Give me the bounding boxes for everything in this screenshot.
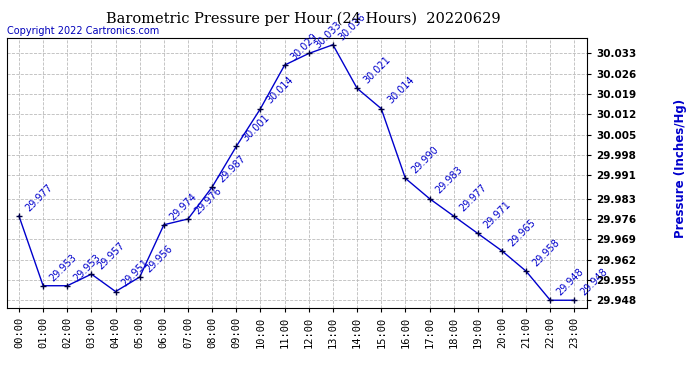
Text: 29.977: 29.977	[23, 182, 55, 213]
Text: 29.948: 29.948	[555, 267, 585, 297]
Text: 30.029: 30.029	[289, 32, 319, 62]
Text: 29.990: 29.990	[410, 145, 440, 176]
Text: Pressure (Inches/Hg): Pressure (Inches/Hg)	[673, 99, 687, 238]
Text: Barometric Pressure per Hour (24 Hours)  20220629: Barometric Pressure per Hour (24 Hours) …	[106, 11, 501, 26]
Text: 29.953: 29.953	[48, 252, 79, 283]
Text: 29.951: 29.951	[120, 258, 151, 289]
Text: 30.036: 30.036	[337, 11, 368, 42]
Text: 30.014: 30.014	[265, 75, 295, 106]
Text: 30.001: 30.001	[241, 113, 271, 144]
Text: 29.987: 29.987	[217, 153, 248, 184]
Text: 29.957: 29.957	[96, 240, 127, 272]
Text: 29.971: 29.971	[482, 200, 513, 231]
Text: 29.983: 29.983	[434, 165, 464, 196]
Text: Copyright 2022 Cartronics.com: Copyright 2022 Cartronics.com	[7, 26, 159, 36]
Text: 29.948: 29.948	[579, 267, 609, 297]
Text: 29.958: 29.958	[531, 237, 562, 268]
Text: 29.977: 29.977	[458, 182, 489, 213]
Text: 29.976: 29.976	[193, 185, 224, 216]
Text: 29.974: 29.974	[168, 191, 199, 222]
Text: 29.956: 29.956	[144, 243, 175, 274]
Text: 30.014: 30.014	[386, 75, 416, 106]
Text: 29.953: 29.953	[72, 252, 103, 283]
Text: 29.965: 29.965	[506, 217, 538, 248]
Text: 30.033: 30.033	[313, 20, 344, 51]
Text: 30.021: 30.021	[362, 55, 392, 86]
